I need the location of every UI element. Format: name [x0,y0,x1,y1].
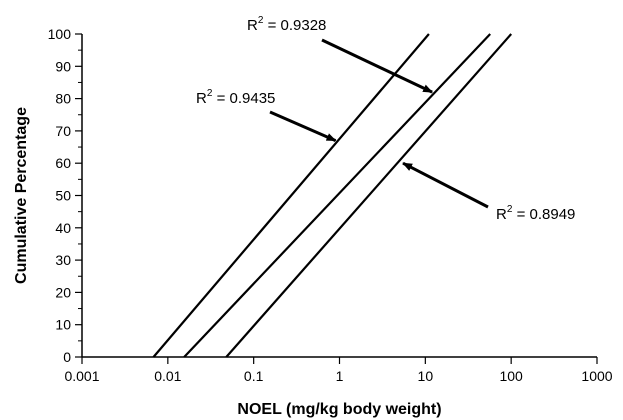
x-tick-label: 1000 [581,368,612,384]
y-tick-label: 80 [55,91,71,107]
y-tick-label: 10 [55,317,71,333]
y-tick-label: 40 [55,220,71,236]
axes: 0 10 20 30 40 50 60 70 80 90 100 0.001 0.01 0.1 1 10 100… [48,26,613,384]
series-line-1 [152,33,430,358]
x-tick-label: 0.1 [244,368,264,384]
series-layer [152,33,513,358]
x-tick-label: 1 [336,368,344,384]
x-tick-label: 0.001 [64,368,99,384]
annotation-arrow-3 [402,161,489,209]
x-tick-label: 10 [418,368,434,384]
x-tick-label: 0.01 [154,368,181,384]
r-squared-label-2: R2 = 0.9328 [247,15,326,34]
y-axis-title: Cumulative Percentage [13,107,30,284]
y-tick-label: 70 [55,123,71,139]
y-tick-label: 0 [63,349,71,365]
y-tick-label: 90 [55,58,71,74]
series-line-3 [225,33,513,358]
y-tick-label: 50 [55,188,71,204]
y-tick-label: 60 [55,155,71,171]
annotation-arrow-1 [269,110,337,142]
x-tick-label: 100 [499,368,523,384]
y-tick-label: 30 [55,252,71,268]
y-tick-label: 100 [48,26,72,42]
x-axis-title: NOEL (mg/kg body weight) [237,401,441,418]
annotations: R2 = 0.9435 R2 = 0.9328 R2 = 0.8949 [196,15,575,223]
annotation-arrow-2 [321,38,434,94]
r-squared-label-1: R2 = 0.9435 [196,88,275,107]
series-line-2 [183,33,491,358]
y-tick-label: 20 [55,284,71,300]
r-squared-label-3: R2 = 0.8949 [496,204,575,223]
